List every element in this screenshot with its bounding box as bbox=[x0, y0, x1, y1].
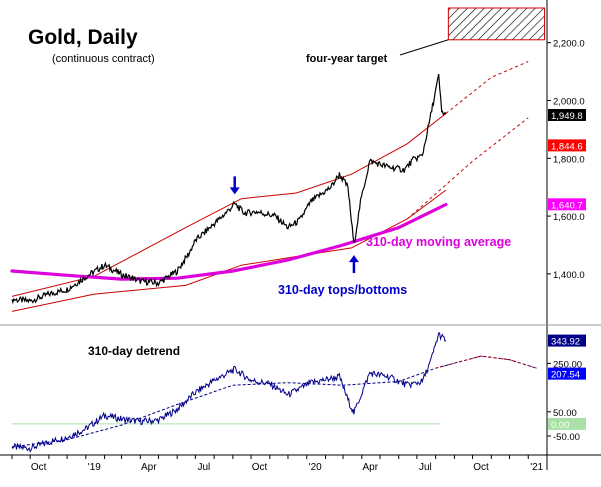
price-label: 1,949.8 bbox=[551, 111, 583, 122]
y-tick-label: 250.00 bbox=[553, 359, 582, 370]
arrow-head bbox=[229, 187, 240, 195]
price-label-box bbox=[548, 198, 586, 211]
envelope-upper-projection bbox=[445, 61, 529, 114]
down-arrow bbox=[229, 176, 240, 195]
price-label: 0.00 bbox=[551, 420, 570, 431]
target-pointer-line bbox=[399, 39, 449, 56]
detrend-line bbox=[11, 332, 447, 453]
upper-panel: 1,400.0 1,600.0 1,800.0 2,000.0 2,200.0 1,949… bbox=[0, 0, 601, 470]
price-label: 343.92 bbox=[551, 337, 580, 348]
up-arrow bbox=[348, 255, 359, 274]
target-label: four-year target bbox=[306, 53, 388, 65]
chart-subtitle: (continuous contract) bbox=[52, 53, 155, 65]
lower-panel: -50.00 50.00 250.00 343.92 207.54 0.00 bbox=[11, 332, 586, 453]
price-label-box bbox=[548, 108, 586, 121]
price-line bbox=[11, 73, 447, 305]
price-label-box bbox=[548, 334, 586, 347]
x-tick-label: Oct bbox=[473, 462, 489, 473]
tops-bottoms-label: 310-day tops/bottoms bbox=[278, 283, 407, 297]
detrend-projection bbox=[435, 355, 537, 369]
moving-average-label: 310-day moving average bbox=[366, 235, 511, 249]
y-tick-label: 2,200.0 bbox=[553, 39, 585, 50]
x-tick-label: Jul bbox=[419, 462, 432, 473]
y-tick-label: 1,400.0 bbox=[553, 270, 585, 281]
envelope-lower bbox=[11, 189, 447, 312]
target-zone bbox=[447, 7, 546, 41]
envelope-lower-projection bbox=[406, 117, 529, 220]
detrend-title: 310-day detrend bbox=[88, 344, 180, 358]
x-tick-label: Apr bbox=[362, 462, 378, 473]
price-label: 1,640.7 bbox=[551, 200, 583, 211]
x-tick-label: '21 bbox=[530, 462, 543, 473]
price-label-box bbox=[548, 139, 586, 152]
moving-average-line bbox=[10, 202, 448, 281]
x-tick-label: '20 bbox=[309, 462, 322, 473]
x-tick-label: Oct bbox=[31, 462, 47, 473]
x-tick-label: Jul bbox=[197, 462, 210, 473]
y-tick-label: 2,000.0 bbox=[553, 96, 585, 107]
y-tick-label: 50.00 bbox=[553, 408, 577, 419]
y-tick-label: 1,600.0 bbox=[553, 212, 585, 223]
price-label: 1,844.6 bbox=[551, 141, 583, 152]
x-axis: Oct '19 Apr Jul Oct '20 Apr Jul Oct '21 bbox=[0, 454, 601, 473]
price-label: 207.54 bbox=[551, 370, 580, 381]
detrend-smooth bbox=[11, 355, 537, 448]
y-tick-label: 1,800.0 bbox=[553, 154, 585, 165]
price-label-box bbox=[548, 417, 586, 430]
x-tick-label: Oct bbox=[252, 462, 268, 473]
price-label-box bbox=[548, 367, 586, 380]
y-tick-label: -50.00 bbox=[553, 432, 580, 443]
arrow-head bbox=[348, 255, 359, 263]
chart-title: Gold, Daily bbox=[28, 26, 138, 49]
x-tick-label: '19 bbox=[88, 462, 101, 473]
x-tick-label: Apr bbox=[141, 462, 157, 473]
